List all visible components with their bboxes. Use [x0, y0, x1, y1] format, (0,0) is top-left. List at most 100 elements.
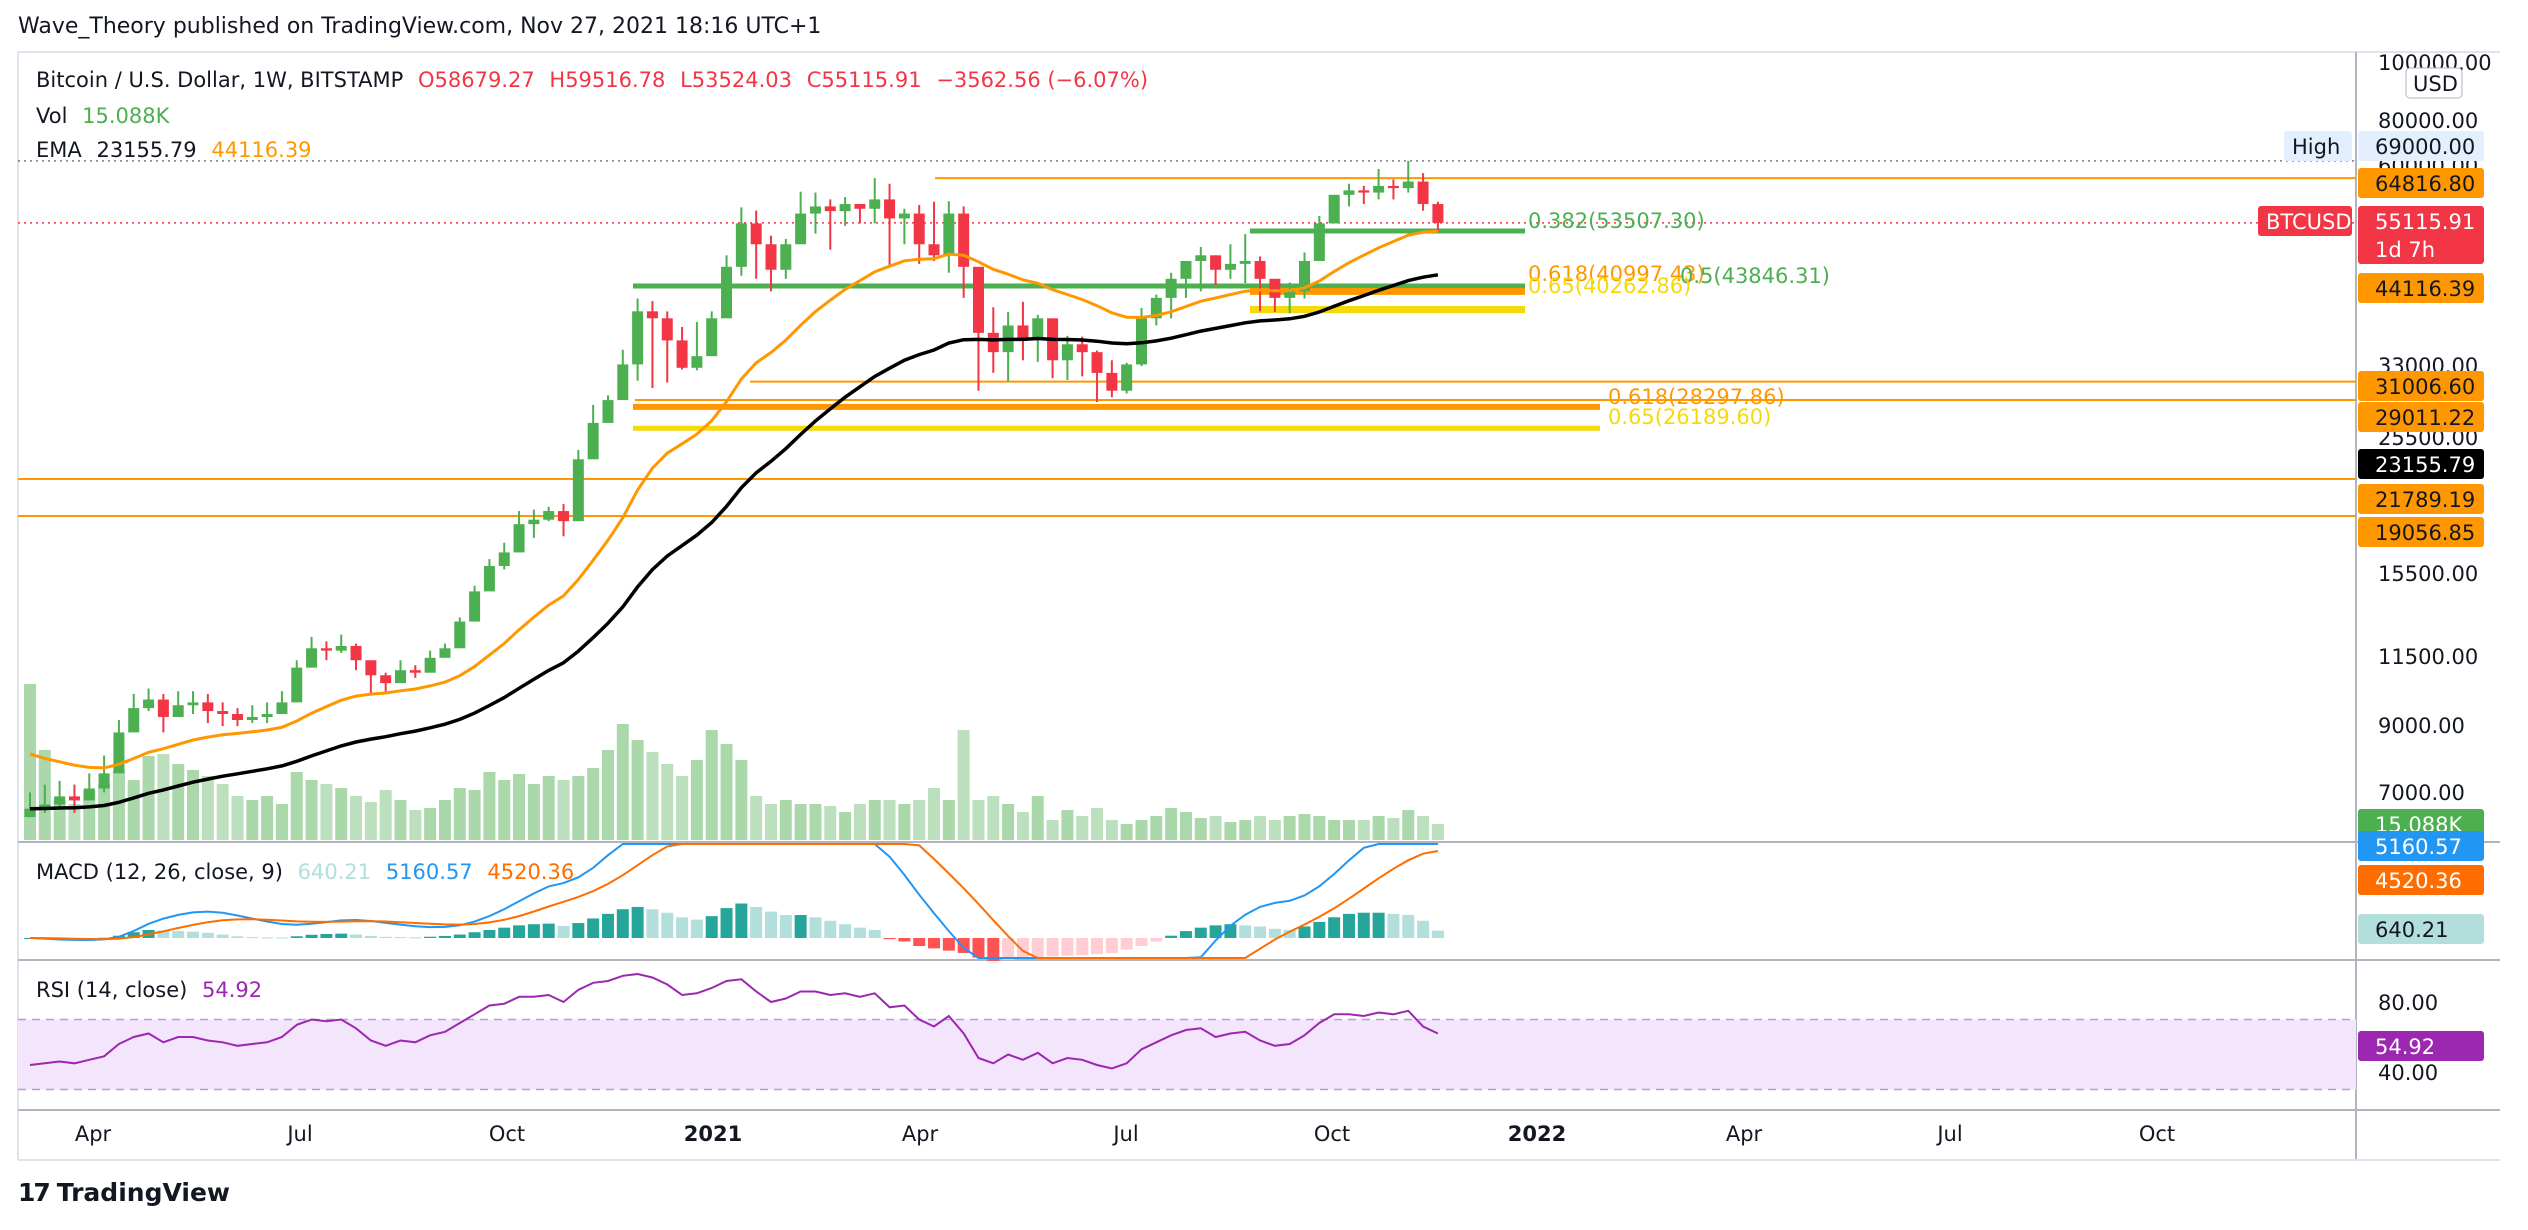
candle-body — [350, 645, 362, 661]
macd-hist-bar — [1165, 935, 1178, 938]
macd-hist-bar — [705, 916, 718, 938]
volume-bar — [1135, 820, 1148, 840]
footer-brand-label: TradingView — [56, 1178, 230, 1207]
time-tick-label: 2022 — [1508, 1122, 1566, 1146]
volume-bar — [216, 784, 229, 840]
candle-body — [98, 773, 110, 789]
candle-body — [558, 511, 570, 522]
candle-body — [1343, 190, 1355, 195]
volume-value: 15.088K — [82, 104, 170, 128]
volume-bar — [364, 802, 377, 840]
candle-body — [1032, 318, 1044, 341]
macd-hist-bar — [1179, 931, 1192, 938]
volume-bar — [1328, 820, 1341, 840]
candle-body — [409, 670, 421, 673]
volume-bar — [1417, 816, 1430, 840]
candle-body — [1165, 278, 1177, 298]
volume-bar — [187, 770, 200, 840]
candle-body — [706, 318, 718, 357]
price-label-box — [2358, 131, 2484, 161]
macd-hist-bar — [779, 915, 792, 938]
price-label-value: 23155.79 — [2375, 453, 2475, 477]
footer-brand[interactable]: 17 TradingView — [18, 1178, 230, 1207]
macd-hist-bar — [898, 938, 911, 942]
macd-hist-bar — [275, 937, 288, 939]
candle-body — [320, 648, 332, 651]
macd-hist-bar — [261, 937, 274, 939]
volume-bar — [1046, 820, 1059, 840]
volume-bar — [809, 804, 822, 840]
macd-hist-bar — [928, 938, 941, 949]
ema-legend: EMA 23155.79 44116.39 — [36, 138, 320, 162]
candle-body — [809, 206, 821, 214]
price-label-value: 55115.91 — [2375, 210, 2475, 234]
volume-bar — [112, 770, 125, 840]
volume-bar — [379, 790, 392, 840]
macd-hist-bar — [1120, 938, 1133, 950]
candle-body — [1106, 372, 1118, 391]
ema-slow-line — [29, 273, 1439, 811]
price-label-box — [2358, 206, 2484, 264]
volume-bar — [305, 780, 318, 840]
macd-signal-line — [29, 843, 1439, 959]
volume-bar — [1002, 804, 1015, 840]
macd-hist-bar — [246, 937, 259, 939]
price-label-value: 29011.22 — [2375, 406, 2475, 430]
macd-hist-bar — [942, 938, 955, 951]
volume-bar — [1387, 818, 1400, 840]
volume-bar — [601, 750, 614, 840]
macd-hist-bar — [1076, 938, 1089, 956]
rsi-band — [18, 1019, 2356, 1090]
volume-bar — [394, 800, 407, 840]
volume-label: Vol — [36, 104, 68, 128]
macd-hist-bar — [824, 920, 837, 938]
volume-bar — [424, 808, 437, 840]
price-tick-label: 9000.00 — [2378, 714, 2465, 738]
volume-bar — [320, 784, 333, 840]
volume-bar — [513, 774, 526, 840]
candle-body — [780, 244, 792, 270]
volume-bar — [68, 804, 81, 840]
tradingview-logo-icon: 17 — [18, 1178, 51, 1207]
macd-hist-bar — [765, 911, 777, 938]
candle-body — [632, 311, 644, 365]
volume-bar — [1105, 820, 1118, 840]
macd-hist-bar — [839, 924, 852, 938]
candle-body — [1224, 263, 1236, 270]
volume-bar — [453, 788, 466, 840]
volume-bar — [898, 804, 911, 840]
macd-hist-bar — [350, 934, 363, 938]
macd-hist-bar — [1209, 925, 1222, 938]
candle-body — [439, 648, 451, 658]
volume-bar — [527, 784, 540, 840]
volume-bar — [542, 776, 555, 840]
macd-hist-bar — [1431, 930, 1444, 938]
volume-bar — [765, 804, 777, 840]
macd-hist-bar — [483, 929, 496, 938]
volume-bar — [794, 804, 807, 840]
rsi-line — [29, 972, 1439, 1070]
volume-bar — [1431, 824, 1444, 840]
ema-value-slow: 23155.79 — [96, 138, 197, 162]
volume-bar — [1061, 810, 1074, 840]
volume-bar — [468, 790, 481, 840]
macd-hist-bar — [1402, 915, 1415, 938]
price-label-box — [2358, 831, 2484, 861]
rsi-legend: RSI (14, close) 54.92 — [36, 978, 270, 1002]
volume-bar — [690, 760, 703, 840]
price-label-box — [2358, 865, 2484, 895]
volume-bar — [1254, 816, 1267, 840]
volume-bar — [83, 790, 96, 840]
time-tick-label: Jul — [1111, 1122, 1138, 1146]
ohlc-change: −3562.56 (−6.07%) — [936, 68, 1149, 92]
candle-body — [83, 788, 95, 801]
currency-box — [2405, 67, 2463, 99]
ema-fast-line — [29, 229, 1438, 770]
candle-body — [1387, 185, 1399, 189]
macd-hist-bar — [1328, 917, 1341, 938]
volume-bar — [1402, 810, 1415, 840]
candle-body — [1239, 260, 1251, 264]
volume-bar — [1150, 816, 1163, 840]
candle-body — [928, 244, 940, 256]
